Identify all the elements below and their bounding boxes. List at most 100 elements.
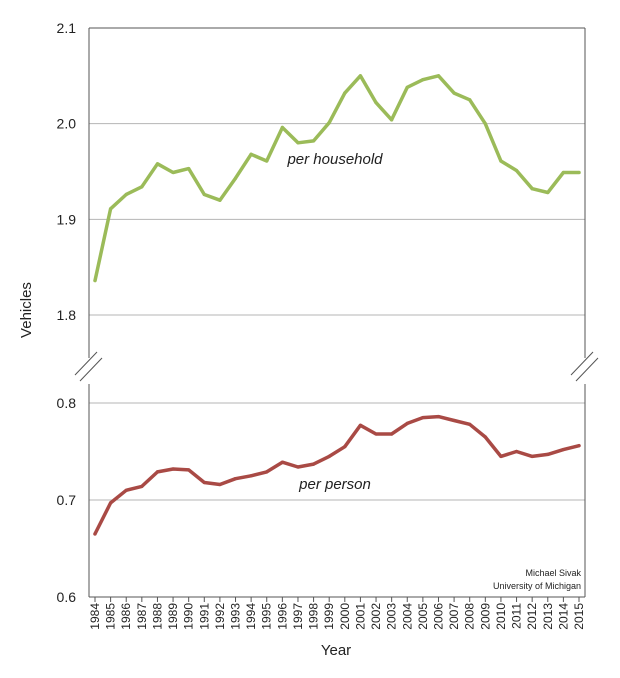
- y-tick-label-household: 2.1: [57, 20, 77, 36]
- x-tick-label: 2008: [463, 603, 477, 630]
- series-line-per-person: [93, 414, 581, 536]
- x-tick-label: 2005: [416, 603, 430, 630]
- y-tick-label-person: 0.7: [57, 492, 77, 508]
- axis-break-marker: [575, 357, 599, 382]
- series-lines: [93, 74, 581, 536]
- data-point-per-household: [421, 78, 425, 82]
- x-tick-label: 1992: [213, 603, 227, 630]
- data-point-per-household: [483, 122, 487, 126]
- data-point-per-household: [93, 278, 97, 283]
- data-point-per-household: [390, 118, 394, 122]
- y-tick-label-household: 1.9: [57, 211, 77, 227]
- x-tick-label: 1989: [166, 603, 180, 630]
- data-point-per-person: [311, 462, 316, 466]
- data-point-per-person: [561, 447, 565, 452]
- data-point-per-household: [202, 192, 206, 197]
- data-point-per-person: [546, 452, 550, 457]
- data-point-per-household: [436, 74, 441, 78]
- data-point-per-person: [296, 465, 300, 469]
- x-tick-label: 2001: [353, 603, 367, 630]
- data-point-per-person: [390, 432, 394, 436]
- data-point-per-person: [140, 484, 144, 489]
- y-tick-label-household: 1.8: [57, 307, 77, 323]
- data-point-per-person: [577, 444, 581, 448]
- data-point-per-household: [124, 192, 128, 197]
- data-point-per-person: [530, 454, 534, 458]
- gridlines: [89, 27, 585, 501]
- data-point-per-person: [187, 468, 191, 472]
- data-point-per-household: [187, 167, 191, 171]
- data-point-per-person: [468, 422, 472, 426]
- x-tick-label: 1996: [275, 603, 289, 630]
- x-tick-label: 2003: [385, 603, 399, 630]
- x-tick-label: 1987: [135, 603, 149, 630]
- x-tick-label: 1997: [291, 603, 305, 630]
- series-line-per-household: [93, 74, 581, 283]
- data-point-per-household: [249, 152, 253, 156]
- axis-break-marker: [74, 351, 98, 376]
- x-tick-label: 1986: [119, 603, 133, 630]
- y-tick-label-person: 0.8: [57, 395, 77, 411]
- x-tick-label: 2009: [478, 603, 492, 630]
- data-point-per-household: [171, 170, 175, 175]
- data-point-per-person: [436, 414, 441, 419]
- data-point-per-household: [577, 170, 581, 175]
- data-point-per-household: [514, 168, 519, 173]
- data-point-per-person: [265, 470, 269, 474]
- x-tick-label: 1994: [244, 603, 258, 630]
- data-point-per-person: [109, 501, 113, 505]
- x-tick-label: 1991: [197, 603, 211, 630]
- x-tick-label: 1998: [307, 603, 321, 630]
- x-axis-title: Year: [321, 642, 351, 659]
- data-point-per-household: [296, 141, 300, 145]
- data-point-per-household: [546, 190, 550, 195]
- data-point-per-person: [421, 415, 425, 420]
- data-point-per-household: [468, 98, 472, 102]
- x-tick-label: 2014: [556, 603, 570, 630]
- data-point-per-household: [358, 74, 363, 78]
- data-point-per-household: [155, 162, 160, 166]
- x-tick-label: 2010: [494, 603, 508, 630]
- data-point-per-household: [218, 198, 222, 202]
- x-tick-label: 1985: [104, 603, 118, 630]
- credit-institution: University of Michigan: [493, 581, 581, 591]
- data-point-per-person: [499, 454, 503, 458]
- axis-break-marker: [570, 351, 594, 376]
- data-point-per-household: [265, 159, 269, 163]
- data-point-per-household: [233, 176, 238, 180]
- x-tick-label: 2011: [510, 603, 524, 629]
- data-point-per-person: [374, 432, 378, 436]
- data-point-per-person: [327, 454, 331, 458]
- data-point-per-household: [374, 101, 378, 105]
- data-point-per-household: [452, 91, 456, 95]
- x-tick-label: 2002: [369, 603, 383, 630]
- plot-frame: [74, 27, 599, 598]
- data-point-per-household: [109, 207, 113, 211]
- data-point-per-person: [202, 480, 206, 485]
- x-tick-label: 2000: [338, 603, 352, 630]
- x-tick-label: 1995: [260, 603, 274, 630]
- y-axis-title: Vehicles: [18, 282, 35, 338]
- data-point-per-household: [405, 85, 409, 89]
- x-tick-label: 2006: [431, 603, 445, 630]
- x-tick-label: 1988: [150, 603, 164, 630]
- x-tick-label: 2004: [400, 603, 414, 630]
- data-point-per-person: [483, 435, 487, 439]
- y-tick-label-household: 2.0: [57, 116, 77, 132]
- data-point-per-person: [171, 467, 175, 471]
- x-tick-label: 1990: [182, 603, 196, 630]
- x-tick-label: 1999: [322, 603, 336, 630]
- data-point-per-person: [280, 460, 284, 464]
- x-tick-label: 2007: [447, 603, 461, 630]
- data-point-per-person: [514, 449, 519, 454]
- data-point-per-household: [311, 139, 316, 143]
- x-tick-label: 2015: [572, 603, 586, 630]
- data-point-per-person: [249, 474, 253, 478]
- household-series-label: per household: [286, 151, 383, 168]
- x-tick-label: 2012: [525, 603, 539, 630]
- data-point-per-household: [140, 185, 144, 189]
- axis-break-marker: [79, 357, 103, 382]
- data-point-per-person: [233, 477, 238, 481]
